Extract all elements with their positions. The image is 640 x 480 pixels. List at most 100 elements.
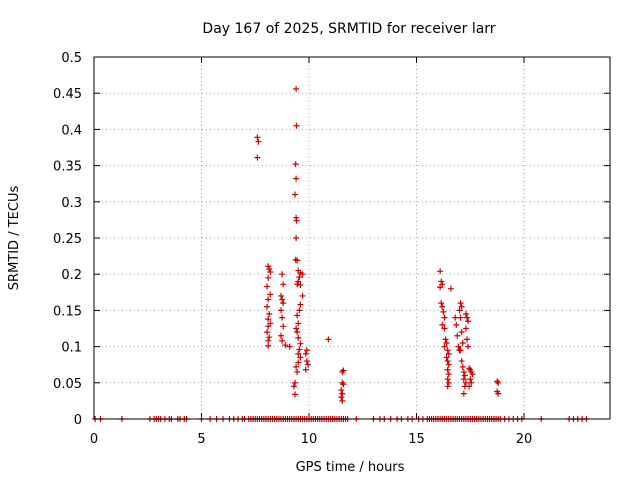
data-point [293, 363, 300, 370]
y-tick-label: 0.3 [61, 196, 82, 211]
data-point [495, 390, 502, 397]
data-point [295, 320, 302, 327]
data-point [264, 303, 271, 310]
data-point [290, 383, 297, 390]
data-point [444, 347, 451, 354]
data-point [457, 347, 464, 354]
data-point [294, 312, 301, 319]
data-point [264, 283, 271, 290]
data-point [459, 339, 466, 346]
data-point [279, 296, 286, 303]
data-point [278, 307, 285, 314]
data-point [303, 358, 310, 365]
data-point [296, 274, 303, 281]
data-point [441, 314, 448, 321]
data-point [467, 376, 474, 383]
y-tick-label: 0.05 [53, 377, 82, 392]
data-point [292, 161, 299, 168]
data-point [445, 361, 452, 368]
data-point [460, 390, 467, 397]
data-point [265, 342, 272, 349]
y-tick-label: 0.45 [53, 87, 82, 102]
data-point [339, 368, 346, 375]
data-point [447, 285, 454, 292]
data-point [468, 379, 475, 386]
data-points [92, 85, 590, 422]
data-point [266, 311, 273, 318]
data-point [338, 387, 345, 394]
data-point [494, 378, 501, 385]
data-point [304, 361, 311, 368]
data-point [462, 325, 469, 332]
data-point [295, 334, 302, 341]
data-point [441, 325, 448, 332]
data-point [443, 339, 450, 346]
y-tick-label: 0.15 [53, 304, 82, 319]
data-point [460, 376, 467, 383]
data-point [297, 301, 304, 308]
data-point [280, 281, 287, 288]
data-point [265, 263, 272, 270]
data-point [266, 266, 273, 273]
data-point [439, 303, 446, 310]
data-point [293, 325, 300, 332]
data-point [265, 337, 272, 344]
plot-frame [93, 56, 611, 420]
data-point [265, 274, 272, 281]
data-point [441, 343, 448, 350]
data-point [255, 138, 262, 145]
data-point [264, 329, 271, 336]
data-point [280, 323, 287, 330]
data-point [294, 368, 301, 375]
data-point [458, 358, 465, 365]
data-point [292, 391, 299, 398]
data-point [265, 323, 272, 330]
data-point [340, 367, 347, 374]
y-tick-label: 0 [74, 413, 82, 428]
data-point [339, 379, 346, 386]
data-point [438, 278, 445, 285]
data-point [254, 134, 261, 141]
data-point [297, 354, 304, 361]
data-point [457, 314, 464, 321]
data-point [293, 85, 300, 92]
data-point [437, 268, 444, 275]
data-point [465, 318, 472, 325]
data-point [254, 154, 261, 161]
data-point [294, 281, 301, 288]
x-tick-label: 5 [197, 432, 205, 447]
chart-title: Day 167 of 2025, SRMTID for receiver lar… [202, 21, 495, 37]
data-point [294, 257, 301, 264]
data-point [458, 303, 465, 310]
data-point [445, 371, 452, 378]
data-point [443, 354, 450, 361]
data-point [267, 269, 274, 276]
data-point [465, 343, 472, 350]
data-point [299, 271, 306, 278]
data-point [339, 397, 346, 404]
data-point [459, 363, 466, 370]
data-point [265, 316, 272, 323]
data-point [439, 321, 446, 328]
data-point [297, 282, 304, 289]
data-point [295, 278, 302, 285]
y-tick-label: 0.35 [53, 160, 82, 175]
data-point [293, 122, 300, 129]
data-point [461, 372, 468, 379]
data-point [286, 343, 293, 350]
data-point [464, 336, 471, 343]
x-tick-label: 15 [408, 432, 425, 447]
x-tick-label: 10 [301, 432, 318, 447]
data-point [267, 291, 274, 298]
x-axis-label: GPS time / hours [296, 460, 405, 475]
data-point [457, 300, 464, 307]
y-axis-label: SRMTID / TECUs [7, 186, 22, 291]
data-point [296, 307, 303, 314]
data-point [295, 359, 302, 366]
data-point [296, 346, 303, 353]
data-point [458, 329, 465, 336]
data-point [279, 314, 286, 321]
data-point [303, 347, 310, 354]
data-point [462, 379, 469, 386]
